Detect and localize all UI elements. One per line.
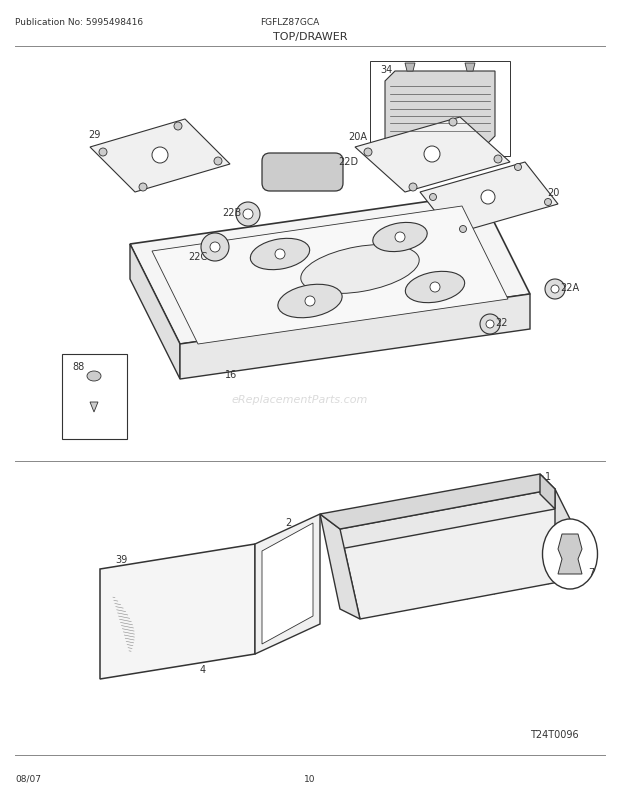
Polygon shape [130,245,180,379]
Circle shape [305,297,315,306]
Text: 29: 29 [88,130,100,140]
Text: 20: 20 [547,188,559,198]
Text: FGFLZ87GCA: FGFLZ87GCA [260,18,320,27]
Polygon shape [152,207,508,345]
Polygon shape [180,294,530,379]
Circle shape [544,199,552,206]
Text: 16: 16 [225,370,237,379]
Polygon shape [555,489,575,579]
Circle shape [198,314,208,325]
Circle shape [203,308,213,318]
Circle shape [409,184,417,192]
Circle shape [243,210,253,220]
Circle shape [201,233,229,261]
Circle shape [200,302,210,312]
Polygon shape [385,72,495,147]
Circle shape [174,123,182,131]
Circle shape [139,184,147,192]
Text: Publication No: 5995498416: Publication No: 5995498416 [15,18,143,27]
Circle shape [515,164,521,172]
Polygon shape [540,475,555,509]
Circle shape [236,203,260,227]
Text: 22C: 22C [188,252,207,261]
Polygon shape [340,489,575,619]
Polygon shape [320,475,555,529]
Text: 22D: 22D [338,157,358,167]
Polygon shape [255,514,320,654]
Circle shape [275,249,285,260]
Ellipse shape [301,245,419,294]
Circle shape [494,156,502,164]
Circle shape [486,321,494,329]
Text: 20A: 20A [348,132,367,142]
Text: 34: 34 [380,65,392,75]
Text: 22A: 22A [560,282,579,293]
Circle shape [449,119,457,127]
Polygon shape [465,64,475,72]
Polygon shape [558,534,582,574]
Ellipse shape [278,285,342,318]
Text: 22: 22 [495,318,508,327]
Ellipse shape [373,223,427,253]
Polygon shape [90,119,230,192]
Circle shape [364,149,372,157]
Circle shape [395,233,405,243]
Circle shape [430,282,440,293]
Text: 08/07: 08/07 [15,774,41,783]
Circle shape [214,158,222,166]
Polygon shape [405,64,415,72]
Polygon shape [340,489,555,549]
Text: T24T0096: T24T0096 [530,729,578,739]
Text: TOP/DRAWER: TOP/DRAWER [273,32,347,42]
Circle shape [210,243,220,253]
Polygon shape [100,545,255,679]
Ellipse shape [405,272,464,303]
Text: 7: 7 [588,567,594,577]
Polygon shape [90,403,98,412]
Circle shape [152,148,168,164]
FancyBboxPatch shape [262,154,343,192]
Circle shape [545,280,565,300]
Circle shape [481,191,495,205]
Polygon shape [130,195,530,345]
Ellipse shape [250,239,309,270]
Text: 22B: 22B [222,208,241,217]
Text: 1: 1 [545,472,551,481]
Text: 4: 4 [200,664,206,674]
Polygon shape [262,524,313,644]
Bar [370,62,510,157]
Circle shape [459,226,466,233]
Polygon shape [320,514,360,619]
Polygon shape [355,118,510,192]
Text: 2: 2 [285,517,291,528]
Bar [62,354,127,439]
Text: 10: 10 [304,774,316,783]
Circle shape [551,286,559,294]
Circle shape [187,312,197,322]
Text: 39: 39 [115,554,127,565]
Polygon shape [420,163,558,235]
Circle shape [430,194,436,201]
Ellipse shape [87,371,101,382]
Circle shape [424,147,440,163]
Circle shape [480,314,500,334]
Text: eReplacementParts.com: eReplacementParts.com [232,395,368,404]
Text: 88: 88 [72,362,84,371]
Circle shape [190,305,200,314]
Ellipse shape [542,520,598,589]
Circle shape [99,149,107,157]
